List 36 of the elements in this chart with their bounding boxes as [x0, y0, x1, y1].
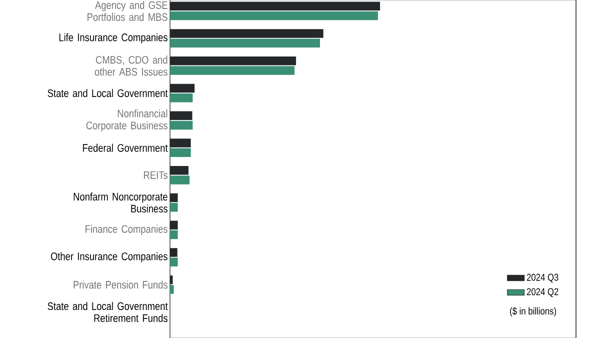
y-tick-label: Private Pension Funds — [74, 280, 168, 289]
bar — [170, 166, 188, 175]
bar — [170, 38, 320, 48]
bar — [170, 93, 193, 102]
bar — [170, 29, 324, 38]
bar — [170, 193, 178, 202]
y-tick-label: Life Insurance Companies — [59, 33, 168, 44]
bar — [170, 230, 178, 240]
bar — [170, 176, 190, 184]
text: ($ in billions) — [510, 307, 556, 317]
bar — [170, 111, 192, 120]
bar — [170, 202, 178, 212]
bar — [170, 120, 193, 130]
bar — [170, 2, 380, 11]
bar — [170, 148, 191, 157]
bar — [170, 56, 296, 66]
y-tick-label: State and Local Government — [48, 89, 168, 98]
y-tick-label: Other Insurance Companies — [50, 252, 168, 262]
bar — [170, 248, 178, 257]
y-tick-label: Federal Government — [83, 144, 168, 152]
bar — [170, 285, 174, 294]
legend-label: 2024 Q3 — [526, 274, 558, 283]
y-tick-label: Agency and GSE Portfolios and MBS — [88, 0, 168, 21]
bar — [170, 11, 378, 20]
y-tick-label: State and Local Government Retirement Funds — [48, 302, 168, 322]
bar — [170, 84, 195, 93]
bar — [170, 138, 191, 148]
y-tick-label: Finance Companies — [86, 224, 168, 235]
y-tick-label: CMBS, CDO and other ABS Issues — [94, 56, 168, 76]
legend-label: 2024 Q2 — [526, 288, 558, 298]
bar — [170, 220, 178, 230]
bar — [170, 258, 178, 266]
y-tick-label: REITs — [144, 171, 168, 179]
bar — [170, 66, 295, 75]
y-tick-label: Nonfinancial Corporate Business — [86, 109, 168, 132]
y-tick-label: Nonfarm Noncorporate Business — [74, 192, 168, 213]
